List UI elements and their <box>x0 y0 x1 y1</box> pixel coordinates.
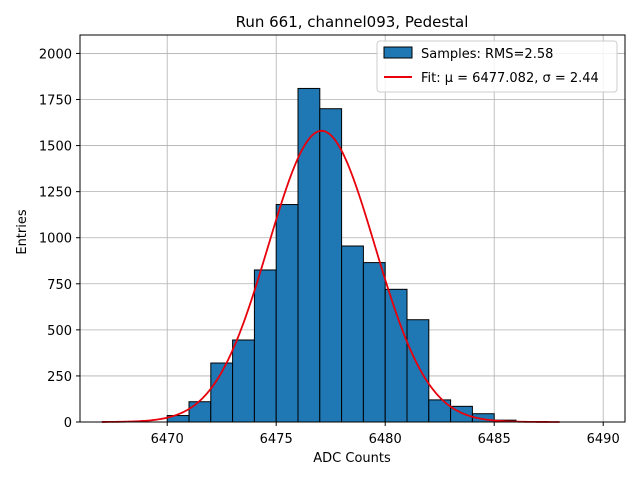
y-tick-label: 1750 <box>39 94 72 109</box>
legend-samples-swatch <box>383 46 413 59</box>
histogram-bar <box>253 269 277 423</box>
histogram-bar <box>406 319 430 423</box>
y-tick-label: 750 <box>47 278 72 293</box>
y-tick-label: 2000 <box>39 47 72 62</box>
histogram-bar <box>319 108 343 423</box>
x-axis-label: ADC Counts <box>313 451 391 466</box>
x-tick-label: 6480 <box>369 432 402 447</box>
y-tick-label: 250 <box>47 370 72 385</box>
x-tick-label: 6470 <box>151 432 184 447</box>
legend-box <box>376 40 618 93</box>
x-axis-ticks: 6470 6475 6480 6485 6490 <box>151 422 620 447</box>
y-axis-ticks: 0 250 500 750 1000 1250 1500 1750 2000 <box>39 47 80 431</box>
histogram-bar <box>275 204 299 423</box>
histogram-bar <box>188 401 212 423</box>
y-tick-label: 500 <box>47 324 72 339</box>
chart-title: Run 661, channel093, Pedestal <box>236 13 469 31</box>
x-tick-label: 6485 <box>478 432 511 447</box>
fit-curve-group <box>101 129 560 423</box>
y-tick-label: 1500 <box>39 140 72 155</box>
histogram-bar <box>362 262 386 423</box>
fit-curve <box>101 129 560 423</box>
y-axis-label: Entries <box>15 209 30 255</box>
legend-samples-label: Samples: RMS=2.58 <box>421 47 553 62</box>
y-tick-label: 1000 <box>39 232 72 247</box>
histogram-bars <box>166 87 517 423</box>
y-tick-label: 0 <box>64 416 72 431</box>
x-tick-label: 6475 <box>260 432 293 447</box>
legend: Samples: RMS=2.58 Fit: μ = 6477.082, σ =… <box>376 40 618 93</box>
histogram-bar <box>341 245 364 423</box>
histogram-bar <box>232 339 255 423</box>
legend-fit-label: Fit: μ = 6477.082, σ = 2.44 <box>421 71 599 86</box>
plot-frame <box>79 34 626 423</box>
y-tick-label: 1250 <box>39 186 72 201</box>
x-tick-label: 6490 <box>587 432 620 447</box>
histogram-bar <box>384 288 408 423</box>
